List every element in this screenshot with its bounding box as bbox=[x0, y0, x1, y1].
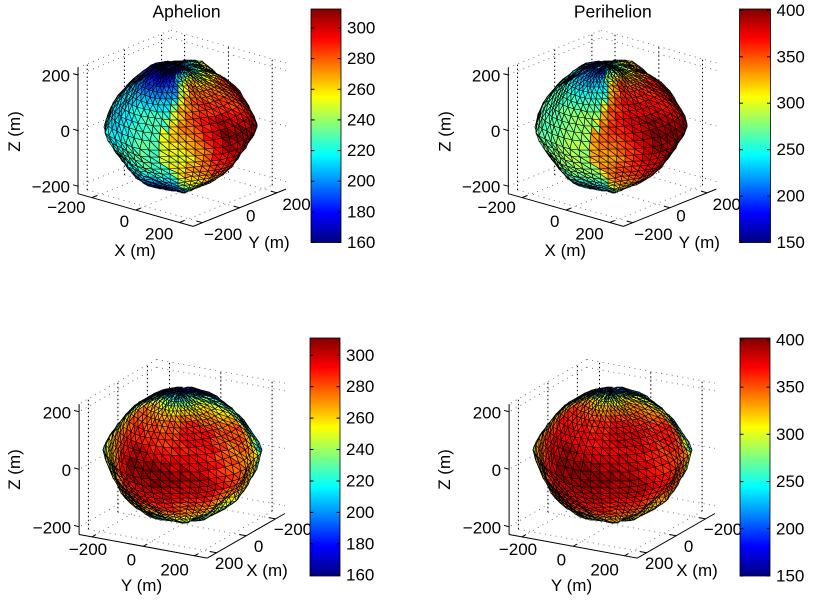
svg-text:0: 0 bbox=[254, 537, 263, 556]
svg-text:X (m): X (m) bbox=[545, 241, 587, 260]
svg-text:0: 0 bbox=[61, 122, 70, 141]
svg-text:Y (m): Y (m) bbox=[248, 233, 289, 252]
svg-text:Z (m): Z (m) bbox=[5, 111, 24, 152]
svg-text:0: 0 bbox=[246, 207, 255, 226]
svg-text:−200: −200 bbox=[274, 520, 312, 539]
svg-text:200: 200 bbox=[160, 561, 188, 580]
svg-text:Y (m): Y (m) bbox=[551, 576, 592, 595]
svg-text:X (m): X (m) bbox=[246, 561, 288, 580]
svg-text:0: 0 bbox=[120, 212, 129, 231]
svg-text:Z (m): Z (m) bbox=[435, 449, 454, 490]
svg-text:−200: −200 bbox=[462, 178, 500, 197]
svg-text:0: 0 bbox=[491, 122, 500, 141]
svg-text:−200: −200 bbox=[634, 225, 672, 244]
svg-text:200: 200 bbox=[590, 561, 618, 580]
svg-text:200: 200 bbox=[43, 403, 71, 422]
svg-text:200: 200 bbox=[473, 403, 501, 422]
svg-text:−200: −200 bbox=[463, 518, 501, 537]
svg-text:−200: −200 bbox=[47, 198, 85, 217]
svg-text:−200: −200 bbox=[33, 518, 71, 537]
svg-text:X (m): X (m) bbox=[676, 561, 718, 580]
svg-text:Y (m): Y (m) bbox=[121, 576, 162, 595]
svg-text:200: 200 bbox=[215, 554, 243, 573]
svg-text:−200: −200 bbox=[499, 540, 537, 559]
svg-text:−200: −200 bbox=[32, 178, 70, 197]
svg-text:0: 0 bbox=[127, 550, 136, 569]
svg-text:200: 200 bbox=[282, 195, 310, 214]
svg-text:200: 200 bbox=[42, 67, 70, 86]
svg-text:−200: −200 bbox=[69, 540, 107, 559]
svg-text:0: 0 bbox=[676, 207, 685, 226]
svg-text:Y (m): Y (m) bbox=[679, 233, 720, 252]
svg-text:0: 0 bbox=[492, 461, 501, 480]
svg-text:Z (m): Z (m) bbox=[435, 111, 454, 152]
svg-text:−200: −200 bbox=[204, 225, 242, 244]
svg-text:−200: −200 bbox=[478, 198, 516, 217]
svg-text:200: 200 bbox=[472, 67, 500, 86]
svg-text:Z (m): Z (m) bbox=[5, 449, 24, 490]
svg-text:X (m): X (m) bbox=[114, 241, 156, 260]
svg-text:0: 0 bbox=[684, 537, 693, 556]
svg-text:−200: −200 bbox=[704, 520, 742, 539]
svg-text:0: 0 bbox=[62, 461, 71, 480]
svg-text:0: 0 bbox=[550, 212, 559, 231]
svg-text:200: 200 bbox=[645, 554, 673, 573]
svg-text:0: 0 bbox=[557, 550, 566, 569]
svg-text:200: 200 bbox=[713, 195, 741, 214]
